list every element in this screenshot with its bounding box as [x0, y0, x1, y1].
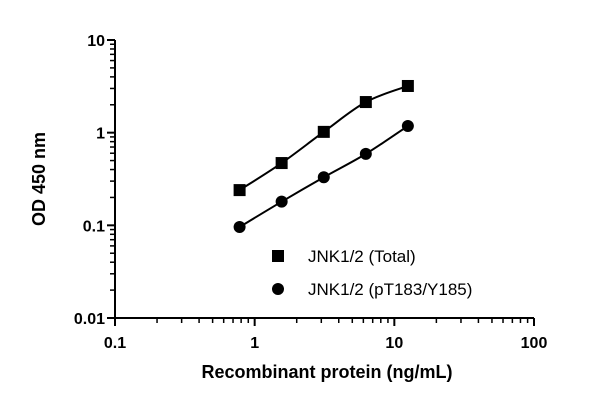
x-tick-label: 100 [521, 335, 548, 352]
data-points [233, 79, 414, 233]
circle-marker-icon [275, 195, 288, 208]
legend-label-total: JNK1/2 (Total) [308, 247, 416, 266]
circle-marker-icon [401, 120, 414, 133]
circle-marker-icon [317, 171, 330, 184]
x-tick-label: 0.1 [104, 335, 126, 352]
square-marker-icon [401, 79, 414, 92]
circle-marker-icon [233, 220, 246, 233]
x-tick-label: 10 [385, 335, 403, 352]
y-axis-title: OD 450 nm [29, 132, 49, 226]
y-tick-label: 0.1 [83, 218, 105, 235]
y-tick-label: 10 [87, 33, 105, 50]
y-tick-label: 1 [96, 126, 105, 143]
square-marker-icon [233, 184, 246, 197]
y-axis: 0.01 0.1 1 10 [74, 33, 116, 328]
legend-circle-marker-icon [272, 283, 284, 295]
legend-square-marker-icon [272, 250, 284, 262]
x-axis-title: Recombinant protein (ng/mL) [202, 362, 453, 382]
fit-curves [239, 85, 409, 228]
square-marker-icon [275, 157, 288, 170]
y-tick-label: 0.01 [74, 311, 105, 328]
circle-marker-icon [359, 147, 372, 160]
x-axis: 0.1 1 10 100 [104, 317, 548, 352]
legend: JNK1/2 (Total) JNK1/2 (pT183/Y185) [272, 247, 472, 299]
x-tick-label: 1 [250, 335, 259, 352]
square-marker-icon [317, 125, 330, 138]
square-marker-icon [359, 96, 372, 109]
legend-label-phospho: JNK1/2 (pT183/Y185) [308, 280, 472, 299]
